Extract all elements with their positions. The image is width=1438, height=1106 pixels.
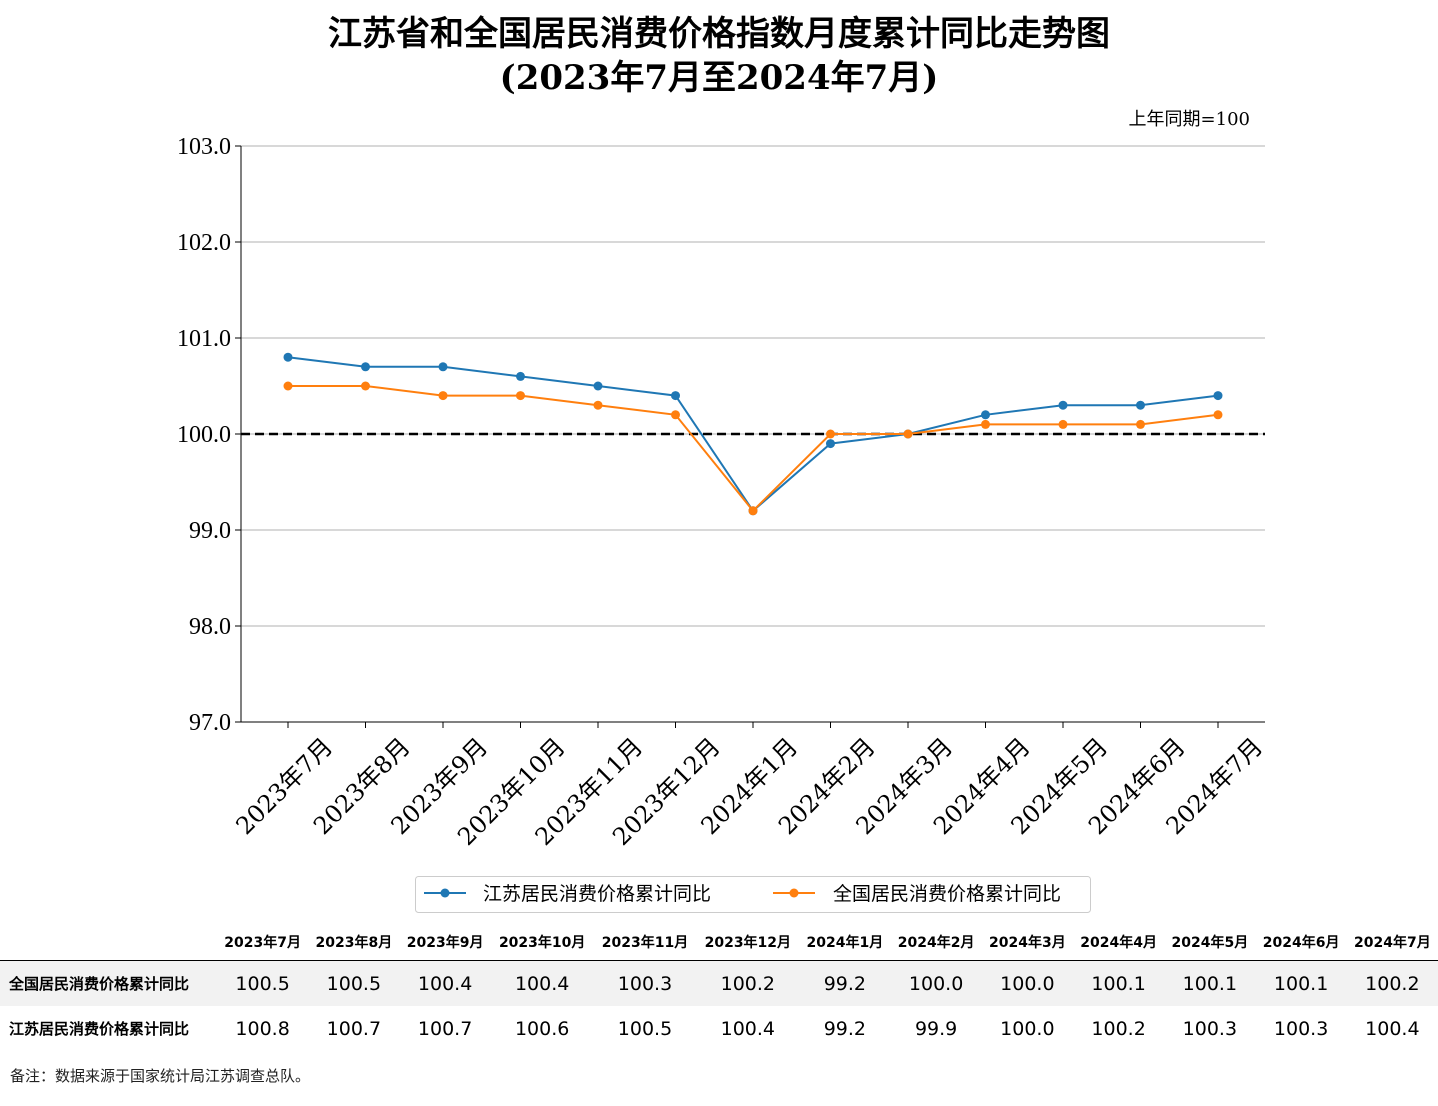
table-cell: 100.0 — [981, 960, 1073, 1006]
y-tick-label: 98.0 — [189, 614, 231, 640]
table-cell: 100.3 — [593, 960, 697, 1006]
legend-box — [415, 876, 1091, 913]
table-cell: 100.1 — [1072, 960, 1165, 1006]
legend-swatch-marker — [440, 888, 450, 898]
data-point — [1136, 419, 1145, 429]
data-point — [283, 352, 293, 362]
table-header-cell: 2023年10月 — [490, 924, 594, 961]
data-table: 2023年7月 2023年8月 2023年9月 2023年10月 2023年11月 202… — [0, 924, 1438, 1051]
data-point — [361, 362, 370, 372]
table-header-cell: 2023年7月 — [217, 924, 309, 961]
y-tick-label: 100.0 — [177, 422, 231, 448]
y-tick-label: 101.0 — [177, 326, 231, 352]
table-row: 江苏居民消费价格累计同比 100.8 100.7 100.7 100.6 100.5 100… — [0, 1006, 1438, 1051]
table-cell: 100.4 — [490, 960, 594, 1006]
data-point — [361, 381, 370, 391]
table-cell: 100.4 — [399, 960, 491, 1006]
table-cell: 100.0 — [981, 1006, 1073, 1051]
table-header-cell: 2024年2月 — [890, 924, 982, 961]
table-cell: 100.3 — [1255, 1006, 1347, 1051]
legend-label: 全国居民消费价格累计同比 — [833, 883, 1061, 905]
data-point — [671, 391, 680, 401]
data-point — [1136, 400, 1145, 410]
y-tick-label: 99.0 — [189, 518, 231, 544]
table-cell: 100.8 — [217, 1006, 309, 1051]
data-point — [438, 362, 448, 372]
table-header-cell: 2024年1月 — [799, 924, 891, 961]
table-cell: 100.4 — [696, 1006, 800, 1051]
data-point — [516, 391, 525, 401]
data-point — [1058, 419, 1068, 429]
legend-label: 江苏居民消费价格累计同比 — [483, 883, 711, 905]
data-point — [1058, 400, 1068, 410]
table-cell: 100.5 — [308, 960, 400, 1006]
chart-title: 江苏省和全国居民消费价格指数月度累计同比走势图 — [328, 14, 1110, 54]
table-cell: 100.5 — [217, 960, 309, 1006]
table-row-label: 江苏居民消费价格累计同比 — [0, 1006, 217, 1051]
table-cell: 100.2 — [1346, 960, 1438, 1006]
table-cell: 100.2 — [696, 960, 800, 1006]
data-point — [1213, 391, 1223, 401]
data-point — [981, 410, 990, 420]
data-point — [671, 410, 680, 420]
data-point — [748, 506, 758, 516]
table-cell: 100.5 — [593, 1006, 697, 1051]
table-cell: 99.2 — [799, 1006, 891, 1051]
table-corner-cell — [0, 924, 217, 961]
unit-note: 上年同期=100 — [1129, 109, 1250, 130]
table-header-cell: 2023年11月 — [593, 924, 697, 961]
table-body: 全国居民消费价格累计同比 100.5 100.5 100.4 100.4 100.3 100… — [0, 960, 1438, 1051]
table-cell: 100.6 — [490, 1006, 594, 1051]
table-header-cell: 2024年6月 — [1255, 924, 1347, 961]
data-point — [593, 400, 603, 410]
table-cell: 100.2 — [1072, 1006, 1165, 1051]
table-header-cell: 2024年7月 — [1346, 924, 1438, 961]
y-tick-label: 102.0 — [177, 230, 231, 256]
y-tick-label: 97.0 — [189, 710, 231, 736]
data-point — [438, 391, 448, 401]
chart-subtitle: (2023年7月至2024年7月) — [499, 58, 939, 98]
table-cell: 99.2 — [799, 960, 891, 1006]
data-point — [516, 371, 525, 381]
table-header-row: 2023年7月 2023年8月 2023年9月 2023年10月 2023年11月 202… — [0, 924, 1438, 961]
series-group — [283, 352, 1223, 516]
table-cell: 100.7 — [399, 1006, 491, 1051]
table-row: 全国居民消费价格累计同比 100.5 100.5 100.4 100.4 100.3 100… — [0, 960, 1438, 1006]
table-cell: 100.3 — [1164, 1006, 1256, 1051]
data-point — [981, 419, 990, 429]
table-cell: 99.9 — [890, 1006, 982, 1051]
line-chart: 97.098.099.0100.0101.0102.0103.02023年7月2… — [177, 109, 1268, 913]
data-point — [1213, 410, 1223, 420]
y-tick-label: 103.0 — [177, 134, 231, 160]
table-header-cell: 2024年4月 — [1072, 924, 1165, 961]
data-point — [283, 381, 293, 391]
data-point — [826, 439, 835, 449]
footnote: 备注：数据来源于国家统计局江苏调查总队。 — [10, 1067, 311, 1085]
table-cell: 100.4 — [1346, 1006, 1438, 1051]
data-point — [593, 381, 603, 391]
table-cell: 100.1 — [1164, 960, 1256, 1006]
data-point — [903, 429, 913, 439]
table-header-cell: 2023年12月 — [696, 924, 800, 961]
table-header-cell: 2023年9月 — [399, 924, 491, 961]
table-cell: 100.7 — [308, 1006, 400, 1051]
table-header-cell: 2024年5月 — [1164, 924, 1256, 961]
table-cell: 100.0 — [890, 960, 982, 1006]
table-cell: 100.1 — [1255, 960, 1347, 1006]
legend: 江苏居民消费价格累计同比 全国居民消费价格累计同比 — [415, 876, 1091, 913]
legend-swatch-marker — [789, 888, 799, 898]
table-row-label: 全国居民消费价格累计同比 — [0, 960, 217, 1006]
data-point — [826, 429, 835, 439]
table-header-cell: 2024年3月 — [981, 924, 1073, 961]
table-header-cell: 2023年8月 — [308, 924, 400, 961]
